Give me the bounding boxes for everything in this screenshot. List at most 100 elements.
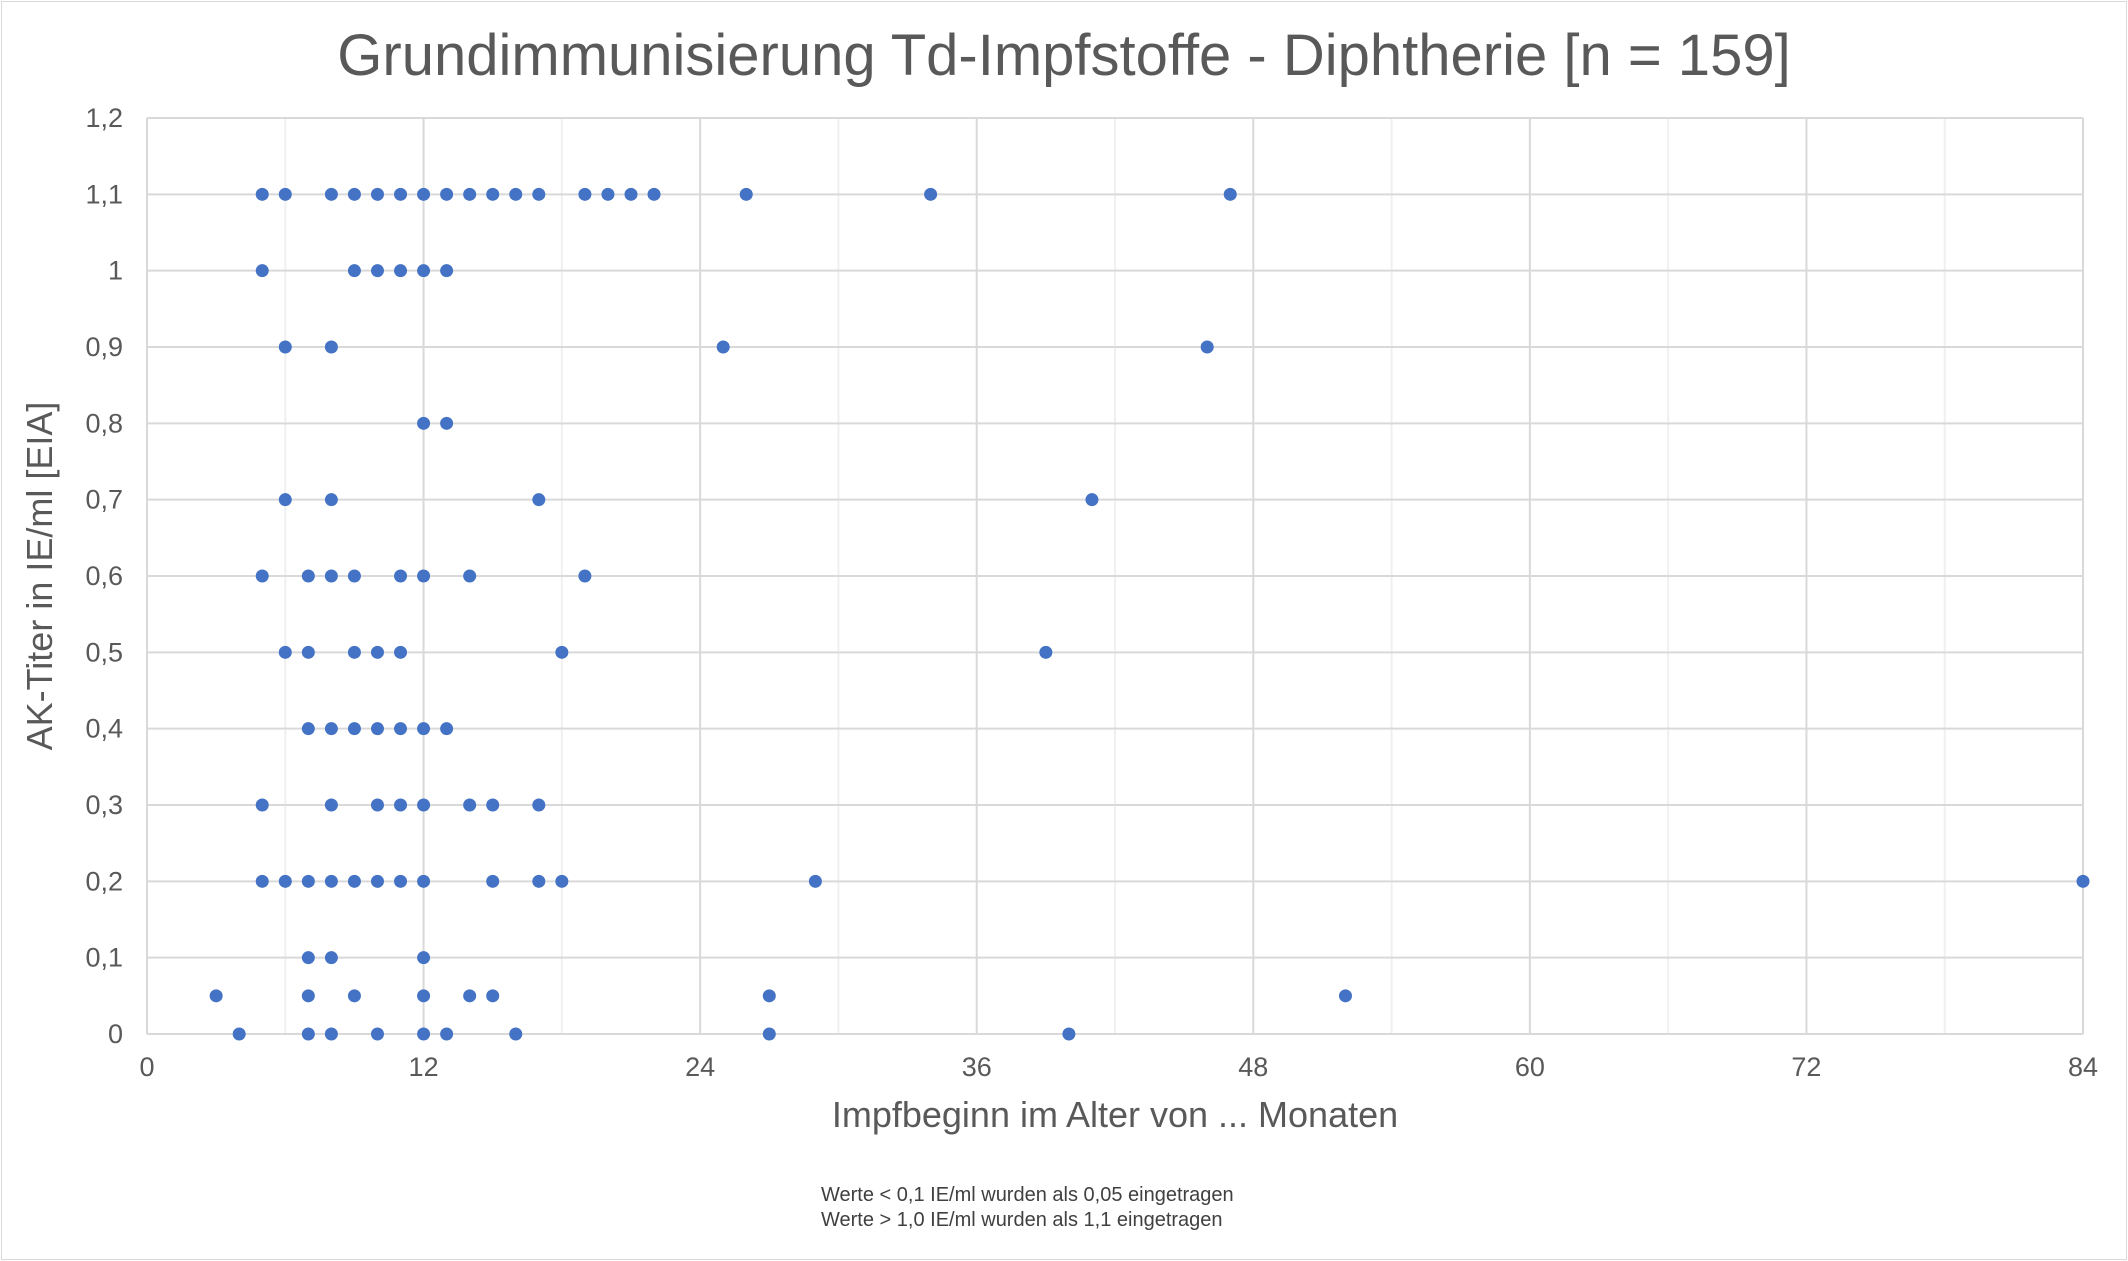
data-point — [232, 1027, 246, 1041]
data-point — [324, 951, 338, 965]
data-point — [440, 1027, 454, 1041]
x-tick-label: 84 — [2068, 1052, 2098, 1082]
data-point — [624, 187, 638, 201]
data-point — [394, 645, 408, 659]
y-tick-label: 0 — [108, 1019, 123, 1049]
data-point — [417, 187, 431, 201]
data-point — [440, 187, 454, 201]
data-point — [417, 569, 431, 583]
data-point — [417, 722, 431, 736]
data-point — [347, 989, 361, 1003]
data-point — [278, 493, 292, 507]
data-point — [301, 874, 315, 888]
y-tick-label: 0,2 — [85, 866, 123, 896]
x-tick-label: 0 — [139, 1052, 154, 1082]
y-tick-label: 0,4 — [85, 714, 123, 744]
data-point — [647, 187, 661, 201]
x-tick-label: 24 — [685, 1052, 715, 1082]
data-point — [370, 874, 384, 888]
y-tick-label: 0,9 — [85, 332, 123, 362]
data-point — [394, 264, 408, 278]
data-point — [1200, 340, 1214, 354]
data-point — [301, 989, 315, 1003]
data-point — [370, 645, 384, 659]
data-point — [278, 340, 292, 354]
data-point — [440, 722, 454, 736]
data-point — [347, 645, 361, 659]
data-point — [1062, 1027, 1076, 1041]
data-point — [370, 1027, 384, 1041]
data-point — [347, 264, 361, 278]
y-tick-label: 1,2 — [85, 103, 123, 133]
data-point — [509, 187, 523, 201]
data-point — [532, 493, 546, 507]
data-point — [417, 798, 431, 812]
y-axis-title: AK-Titer in IE/ml [EIA] — [19, 402, 60, 751]
data-point — [255, 569, 269, 583]
data-point — [486, 187, 500, 201]
x-axis-title: Impfbeginn im Alter von ... Monaten — [832, 1094, 1398, 1135]
y-tick-label: 0,1 — [85, 943, 123, 973]
y-tick-label: 0,3 — [85, 790, 123, 820]
data-point — [924, 187, 938, 201]
x-tick-label: 60 — [1515, 1052, 1545, 1082]
data-point — [301, 1027, 315, 1041]
data-point — [555, 874, 569, 888]
data-point — [370, 798, 384, 812]
data-point — [278, 187, 292, 201]
data-point — [324, 493, 338, 507]
y-tick-label: 1 — [108, 256, 123, 286]
data-point — [1085, 493, 1099, 507]
data-point — [463, 187, 477, 201]
data-points — [209, 187, 2090, 1041]
data-point — [440, 264, 454, 278]
data-point — [417, 951, 431, 965]
data-point — [278, 645, 292, 659]
data-point — [255, 264, 269, 278]
data-point — [1039, 645, 1053, 659]
data-point — [301, 951, 315, 965]
data-point — [370, 722, 384, 736]
data-point — [347, 569, 361, 583]
data-point — [324, 874, 338, 888]
data-point — [301, 645, 315, 659]
data-point — [278, 874, 292, 888]
data-point — [324, 798, 338, 812]
data-point — [808, 874, 822, 888]
data-point — [347, 187, 361, 201]
data-point — [1338, 989, 1352, 1003]
data-point — [532, 187, 546, 201]
footnote-line: Werte < 0,1 IE/ml wurden als 0,05 einget… — [821, 1184, 1234, 1206]
footnote: Werte < 0,1 IE/ml wurden als 0,05 einget… — [821, 1183, 1234, 1233]
data-point — [486, 874, 500, 888]
data-point — [578, 569, 592, 583]
data-point — [762, 989, 776, 1003]
data-point — [532, 798, 546, 812]
y-tick-label: 0,6 — [85, 561, 123, 591]
data-point — [417, 989, 431, 1003]
data-point — [324, 187, 338, 201]
y-tick-label: 0,8 — [85, 408, 123, 438]
data-point — [532, 874, 546, 888]
data-point — [509, 1027, 523, 1041]
data-point — [324, 1027, 338, 1041]
data-point — [394, 722, 408, 736]
data-point — [255, 798, 269, 812]
data-point — [601, 187, 615, 201]
data-point — [486, 798, 500, 812]
data-point — [394, 569, 408, 583]
y-tick-label: 0,7 — [85, 485, 123, 515]
data-point — [255, 874, 269, 888]
data-point — [324, 340, 338, 354]
data-point — [739, 187, 753, 201]
data-point — [463, 989, 477, 1003]
data-point — [417, 874, 431, 888]
x-tick-label: 72 — [1791, 1052, 1821, 1082]
data-point — [716, 340, 730, 354]
data-point — [347, 722, 361, 736]
data-point — [324, 569, 338, 583]
data-point — [301, 722, 315, 736]
x-tick-label: 48 — [1238, 1052, 1268, 1082]
data-point — [209, 989, 223, 1003]
